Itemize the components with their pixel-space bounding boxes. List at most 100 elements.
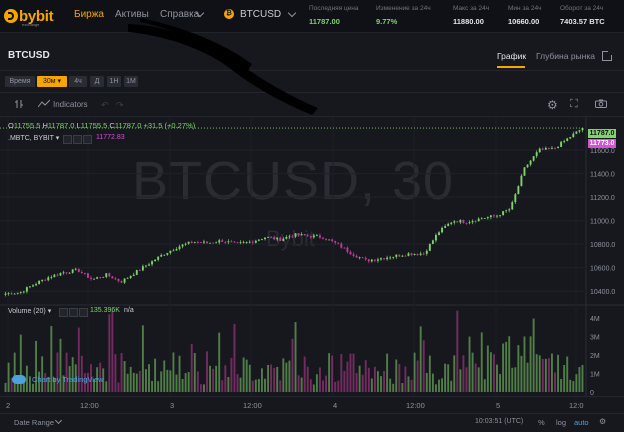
volume-bar bbox=[206, 351, 208, 392]
candle-body bbox=[383, 258, 385, 260]
top-navigation-bar bbox=[0, 0, 624, 33]
volume-bar bbox=[87, 372, 89, 392]
nav-assets[interactable]: Активы bbox=[115, 9, 149, 20]
logo-text: bybit bbox=[19, 7, 54, 25]
volume-bar bbox=[181, 378, 184, 392]
candle-body bbox=[267, 236, 269, 238]
settings-gear-icon[interactable]: ⚙ bbox=[599, 417, 607, 426]
nav-help[interactable]: Справка bbox=[160, 9, 200, 20]
volume-bar bbox=[410, 379, 413, 392]
ohlc-open: 11755.5 bbox=[13, 121, 41, 130]
eye-toggle-icon[interactable] bbox=[59, 308, 68, 317]
nav-exchange[interactable]: Биржа bbox=[74, 9, 104, 20]
candle-body bbox=[178, 246, 181, 250]
candle-body bbox=[551, 147, 553, 149]
price-axis-label: 10800.0 bbox=[590, 242, 615, 249]
volume-bar bbox=[32, 383, 34, 392]
index-legend-label: .MBTC, BYBIT bbox=[8, 135, 54, 142]
tab-market-depth[interactable]: Глубина рынка bbox=[536, 51, 595, 61]
auto-scale-button[interactable]: auto bbox=[574, 418, 589, 427]
volume-axis[interactable]: 4M 3M 2M 1M 0 bbox=[590, 316, 600, 396]
volume-bar bbox=[505, 341, 508, 392]
volume-legend[interactable]: Volume (20) ▾ bbox=[8, 308, 52, 315]
candle-body bbox=[282, 238, 285, 241]
percent-scale-button[interactable]: % bbox=[538, 418, 545, 427]
bybit-logo[interactable]: bybit exchange bbox=[4, 6, 54, 27]
candle-body bbox=[47, 277, 50, 281]
candle-body bbox=[459, 220, 462, 223]
volume-bar bbox=[511, 367, 514, 392]
close-icon[interactable] bbox=[83, 135, 92, 144]
settings-icon[interactable] bbox=[69, 308, 78, 317]
volume-bar bbox=[404, 366, 407, 392]
candle-body bbox=[132, 274, 135, 276]
tradingview-badge[interactable]: Chart by TradingView bbox=[12, 372, 104, 386]
candle-body bbox=[114, 278, 117, 280]
indicators-icon[interactable] bbox=[38, 99, 50, 109]
close-icon[interactable] bbox=[79, 308, 88, 317]
settings-gear-icon[interactable]: ⚙ bbox=[547, 98, 558, 112]
price-axis-label: 11600.0 bbox=[590, 148, 615, 155]
redo-icon[interactable]: ↷ bbox=[116, 100, 124, 110]
indicators-button[interactable]: Indicators bbox=[53, 100, 88, 109]
settings-icon[interactable] bbox=[73, 135, 82, 144]
log-scale-button[interactable]: log bbox=[556, 418, 567, 427]
interval-4h-button[interactable]: 4ч bbox=[69, 76, 87, 87]
bybit-coin-icon bbox=[4, 9, 18, 23]
volume-bar bbox=[572, 381, 575, 392]
candle-body bbox=[297, 233, 300, 236]
interval-day-button[interactable]: Д bbox=[90, 76, 104, 87]
volume-bar bbox=[108, 314, 111, 392]
expand-icon[interactable] bbox=[602, 51, 612, 61]
divider bbox=[0, 116, 624, 117]
camera-icon[interactable] bbox=[595, 99, 607, 108]
volume-bar bbox=[239, 377, 242, 392]
volume-bar bbox=[187, 371, 190, 392]
index-legend[interactable]: .MBTC, BYBIT ▾ bbox=[8, 135, 60, 142]
date-range-button[interactable]: Date Range bbox=[14, 418, 55, 427]
candle-body bbox=[483, 218, 486, 219]
eye-toggle-icon[interactable] bbox=[63, 135, 72, 144]
divider bbox=[0, 396, 624, 397]
bar-style-icon[interactable] bbox=[14, 99, 24, 109]
utc-clock[interactable]: 10:03:51 (UTC) bbox=[475, 418, 524, 425]
volume-bar bbox=[392, 383, 395, 392]
volume-bar bbox=[477, 367, 480, 392]
volume-bar bbox=[508, 336, 511, 392]
candle-body bbox=[105, 273, 108, 277]
candle-body bbox=[83, 272, 86, 274]
price-chart[interactable]: 11600.0 11400.0 11200.0 11000.0 10800.0 10600… bbox=[0, 117, 624, 396]
volume-bar bbox=[334, 381, 337, 392]
interval-week-button[interactable]: 1Н bbox=[107, 76, 121, 87]
volume-bar bbox=[123, 361, 126, 392]
volume-bar bbox=[456, 310, 459, 392]
volume-bar bbox=[224, 365, 227, 392]
candle-body bbox=[117, 278, 120, 282]
candle-body bbox=[572, 133, 575, 138]
symbol-selector[interactable]: BTCUSD bbox=[240, 9, 282, 20]
volume-bar bbox=[215, 365, 218, 392]
candle-body bbox=[59, 273, 62, 276]
candle-body bbox=[221, 240, 224, 242]
candle-body bbox=[80, 272, 83, 273]
candle-body bbox=[462, 220, 465, 223]
undo-icon[interactable]: ↶ bbox=[101, 100, 109, 110]
candle-body bbox=[343, 247, 346, 249]
fullscreen-icon[interactable]: ⛶ bbox=[570, 98, 578, 110]
tab-chart[interactable]: График bbox=[497, 51, 527, 61]
candle-body bbox=[16, 292, 19, 294]
volume-bar bbox=[230, 358, 233, 392]
candle-body bbox=[224, 241, 227, 243]
price-axis[interactable]: 11600.0 11400.0 11200.0 11000.0 10800.0 10600… bbox=[590, 148, 615, 296]
interval-month-button[interactable]: 1М bbox=[124, 76, 138, 87]
candle-body bbox=[581, 128, 584, 131]
volume-bar bbox=[489, 352, 492, 392]
candle-body bbox=[10, 293, 13, 295]
candle-body bbox=[129, 275, 132, 278]
interval-30m-button[interactable]: 30м ▾ bbox=[37, 76, 67, 87]
volume-bar bbox=[270, 364, 273, 392]
candle-body bbox=[7, 293, 10, 294]
candle-body bbox=[489, 215, 492, 218]
candle-body bbox=[535, 152, 538, 157]
volume-bar bbox=[294, 322, 297, 392]
